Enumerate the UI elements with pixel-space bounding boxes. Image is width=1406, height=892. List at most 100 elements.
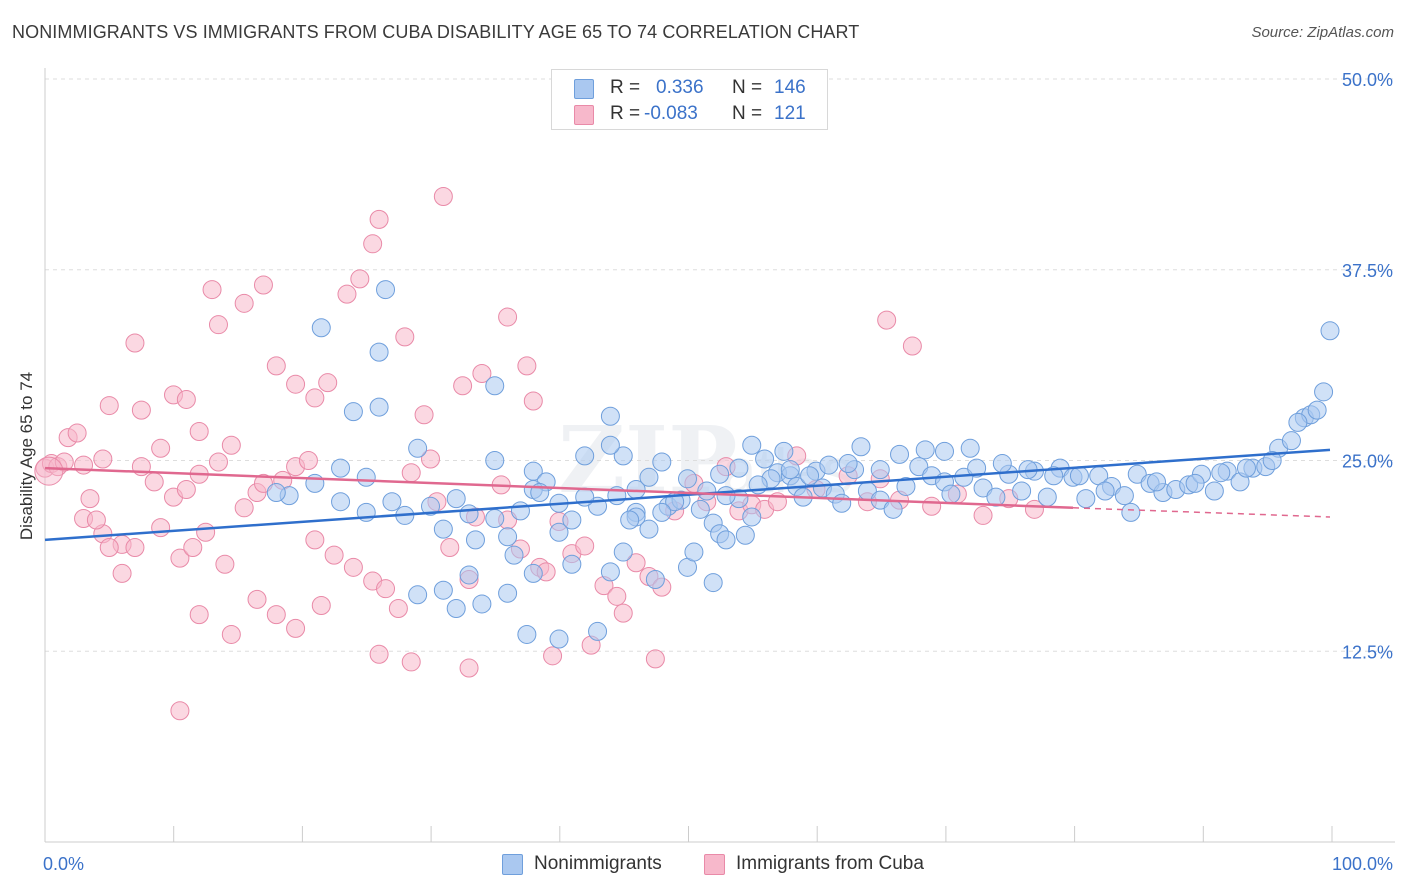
nonimmigrants-point [1037,487,1057,507]
nonimmigrants-point [472,594,492,614]
immigrants-cuba-point [401,463,421,483]
nonimmigrants-point [369,342,389,362]
immigrants-cuba-point [626,553,646,573]
immigrants-cuba-point [305,530,325,550]
source-label: Source: ZipAtlas.com [1251,24,1394,41]
nonimmigrants-point [1281,431,1301,451]
immigrants-cuba-point [472,364,492,384]
immigrants-cuba-point [93,449,113,469]
nonimmigrants-point [935,441,954,461]
nonimmigrants-point [408,585,428,605]
axes [44,68,1395,843]
nonimmigrants-point [1076,489,1096,509]
nonimmigrants-point [465,530,485,550]
nonimmigrants-point [343,402,363,422]
nonimmigrants-trend-line [44,448,1331,542]
immigrants-cuba-point [388,599,408,619]
immigrants-cuba-point [247,589,267,609]
immigrants-cuba-point [234,293,254,313]
y-tick-label: 37.5% [1342,261,1393,281]
immigrants-cuba-point [99,396,119,416]
nonimmigrants-point [421,496,440,516]
nonimmigrants-point [433,580,453,600]
immigrants-cuba-point [350,269,370,289]
nonimmigrants-point [703,573,723,593]
immigrants-cuba-point [369,209,389,229]
legend-n-label: N = [732,103,763,124]
nonimmigrants-point [735,525,755,545]
nonimmigrants-point [1095,481,1115,501]
immigrants-cuba-point [112,563,132,583]
nonimmigrants-point [967,458,987,478]
nonimmigrants-point [1320,321,1340,341]
x-tick-label: 0.0% [43,854,84,874]
immigrants-cuba-point [543,646,563,666]
immigrants-cuba-point [208,315,228,335]
nonimmigrants-point [613,542,633,562]
nonimmigrants-point [1288,412,1308,432]
nonimmigrants-point [710,464,730,484]
nonimmigrants-point [485,376,505,396]
bottom-legend-swatch-pink [704,854,725,875]
immigrants-cuba-trend-extension [1072,507,1331,518]
nonimmigrants-point [684,542,704,562]
grid-lines [45,78,1395,652]
immigrants-cuba-point [523,391,543,411]
nonimmigrants-point [600,562,620,582]
immigrants-cuba-point [86,510,106,530]
bottom-legend-label: Immigrants from Cuba [736,853,924,874]
nonimmigrants-point [1262,451,1282,470]
immigrants-cuba-point [54,452,74,472]
y-tick-label: 50.0% [1342,70,1393,90]
trend-lines [44,448,1331,542]
y-axis-label: Disability Age 65 to 74 [17,371,36,541]
nonimmigrants-point [510,501,530,521]
nonimmigrants-point [446,489,466,509]
bottom-legend-swatch-blue [502,854,523,875]
nonimmigrants-point [600,435,620,455]
immigrants-cuba-point [498,307,518,327]
correlation-legend: R = 0.336 N = 146 R = -0.083 N = 121 [551,69,828,130]
nonimmigrants-point [376,280,396,300]
nonimmigrants-point [652,452,672,472]
nonimmigrants-point [697,481,717,501]
immigrants-cuba-point [305,388,325,408]
legend-r-value: -0.083 [644,103,698,124]
nonimmigrants-point [331,492,351,512]
nonimmigrants-point [755,449,775,469]
immigrants-cuba-point [337,284,357,304]
immigrants-cuba-point [401,652,421,672]
immigrants-cuba-point [1024,499,1044,519]
nonimmigrants-point [883,499,903,519]
nonimmigrants-point [1044,466,1064,486]
immigrants-cuba-point [877,310,897,330]
legend-r-label: R = [610,77,641,98]
nonimmigrants-point [992,454,1012,474]
immigrants-cuba-point [74,455,94,475]
immigrants-cuba-point [208,452,228,472]
immigrants-cuba-point [517,356,537,376]
nonimmigrants-point [1185,473,1205,493]
immigrants-cuba-point [613,603,633,623]
immigrants-cuba-point [343,557,363,577]
immigrants-cuba-point [34,456,64,486]
nonimmigrants-point [780,460,800,480]
immigrants-cuba-point [266,605,286,625]
nonimmigrants-point [549,629,569,649]
immigrants-cuba-point [176,479,196,499]
nonimmigrants-point [1012,481,1032,501]
nonimmigrants-point [433,519,453,539]
nonimmigrants-point [562,554,582,574]
immigrants-cuba-point [421,449,440,469]
nonimmigrants-point [311,318,331,338]
nonimmigrants-point [1121,502,1141,522]
nonimmigrants-point [678,469,697,489]
immigrants-cuba-point [125,333,145,353]
bottom-legend-label: Nonimmigrants [534,853,662,874]
nonimmigrants-point [575,446,595,466]
nonimmigrants-point [639,467,659,487]
nonimmigrants-point [960,438,980,458]
immigrants-cuba-point [176,389,196,409]
nonimmigrants-point [973,478,993,498]
immigrants-cuba-point [414,405,434,425]
